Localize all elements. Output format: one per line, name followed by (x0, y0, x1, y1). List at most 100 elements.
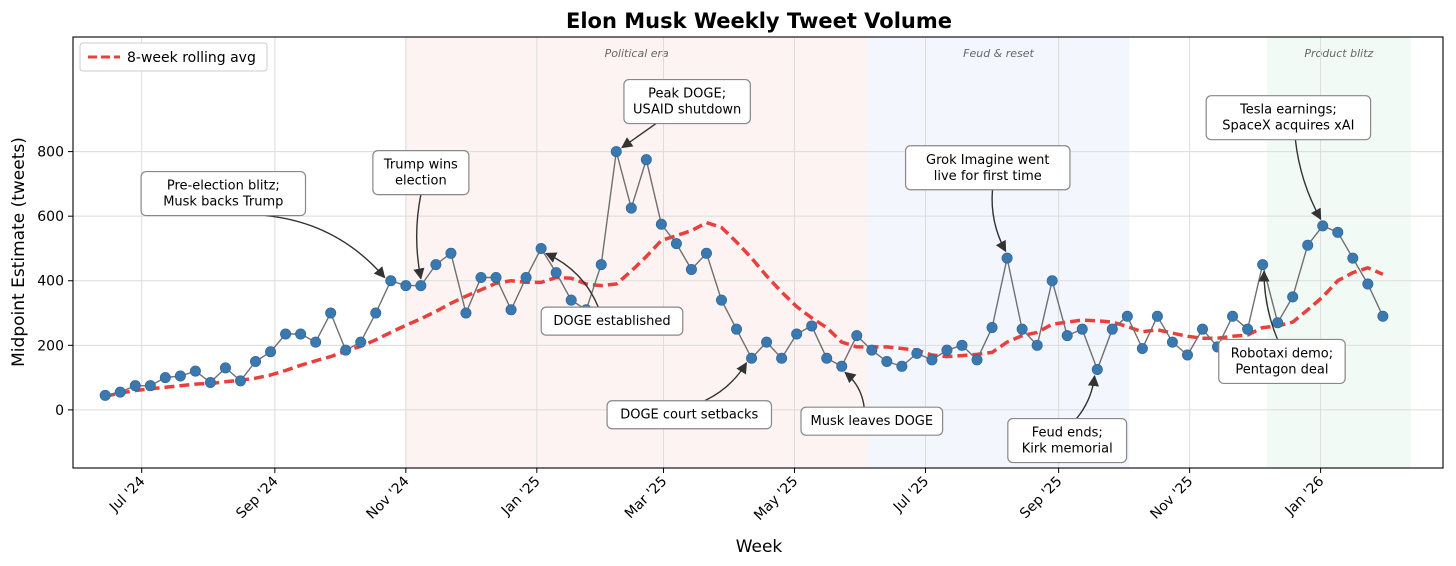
weekly-point (715, 294, 727, 306)
weekly-point (1001, 252, 1013, 264)
weekly-point (189, 365, 201, 377)
weekly-point (1362, 278, 1374, 290)
weekly-point (685, 263, 697, 275)
era-band-feud-reset (867, 37, 1130, 468)
annotation-arrow-doge-established (544, 252, 599, 308)
weekly-point (911, 347, 923, 359)
weekly-point (610, 146, 622, 158)
weekly-point (204, 376, 216, 388)
weekly-point (1347, 252, 1359, 264)
annotation-text-peak-doge: Peak DOGE; (648, 87, 726, 102)
annotation-text-tesla-earnings: SpaceX acquires xAI (1222, 119, 1354, 134)
y-tick-label: 200 (37, 338, 64, 354)
y-axis-label: Midpoint Estimate (tweets) (9, 137, 29, 367)
annotation-box-doge-established (540, 306, 684, 336)
weekly-point (761, 336, 773, 348)
weekly-point (791, 328, 803, 340)
legend-box (79, 42, 268, 72)
weekly-point (1046, 275, 1058, 287)
x-tick-label: May '25 (751, 474, 801, 524)
weekly-point (1076, 323, 1088, 335)
x-tick-label: Nov '25 (1147, 474, 1196, 523)
weekly-point (655, 218, 667, 230)
rolling-avg-line (104, 220, 1384, 399)
weekly-point (1227, 310, 1239, 322)
weekly-point (114, 386, 126, 398)
weekly-point (1106, 323, 1118, 335)
x-tick-label: Nov '24 (364, 473, 413, 522)
annotation-arrow-musk-leaves-doge (844, 371, 865, 408)
annotation-arrow-robotaxi-demo (1258, 270, 1279, 340)
annotation-text-trump-wins: Trump wins (383, 158, 458, 173)
weekly-point (1272, 317, 1284, 329)
annotation-text-grok-imagine-went: Grok Imagine went (926, 153, 1049, 168)
annotation-arrow-feud-ends (1075, 374, 1100, 420)
weekly-point (370, 307, 382, 319)
weekly-point (1016, 323, 1028, 335)
annotation-text-feud-ends: Feud ends; (1032, 426, 1103, 441)
annotation-box-doge-court-setbacks (606, 400, 773, 430)
rolling-avg-series (104, 220, 1384, 399)
weekly-point (1332, 226, 1344, 238)
weekly-point (550, 267, 562, 279)
weekly-point (1257, 259, 1269, 271)
weekly-point (1031, 339, 1043, 351)
x-tick-label: Sep '25 (1017, 474, 1065, 522)
weekly-point (1166, 336, 1178, 348)
weekly-point (1377, 310, 1389, 322)
annotation-text-feud-ends: Kirk memorial (1022, 442, 1113, 457)
weekly-series (99, 146, 1389, 401)
weekly-point (731, 323, 743, 335)
weekly-point (1136, 343, 1148, 355)
weekly-point (385, 275, 397, 287)
annotation-text-musk-leaves-doge: Musk leaves DOGE (811, 414, 934, 429)
weekly-point (625, 202, 637, 214)
annotation-arrow-peak-doge (621, 122, 657, 149)
annotations: Pre-election blitz;Musk backs Trump Trump… (140, 78, 1372, 464)
weekly-point (1196, 323, 1208, 335)
weekly-point (430, 259, 442, 271)
weekly-point (565, 294, 577, 306)
weekly-point (1242, 323, 1254, 335)
weekly-point (881, 355, 893, 367)
annotation-box-trump-wins (372, 149, 470, 196)
x-tick-label: Jan '26 (1282, 473, 1328, 519)
annotation-arrow-pre-election-blitz (265, 214, 386, 279)
weekly-point (971, 354, 983, 366)
weekly-point (99, 389, 111, 401)
weekly-point (325, 307, 337, 319)
weekly-point (1121, 310, 1133, 322)
legend: 8-week rolling avg (79, 42, 268, 72)
y-tick-label: 600 (37, 209, 64, 225)
x-axis-label: Week (736, 537, 783, 557)
weekly-point (219, 362, 231, 374)
x-tick-label: Jul '24 (106, 473, 148, 515)
weekly-point (595, 259, 607, 271)
era-label-product-blitz: Product blitz (1304, 47, 1373, 60)
annotation-text-trump-wins: election (395, 174, 447, 189)
weekly-point (310, 336, 322, 348)
weekly-point (941, 344, 953, 356)
annotation-box-robotaxi-demo (1218, 338, 1346, 385)
grid (73, 37, 1443, 468)
weekly-point (1302, 239, 1314, 251)
weekly-point (159, 372, 171, 384)
weekly-point (250, 355, 262, 367)
weekly-point (445, 247, 457, 259)
weekly-point (640, 154, 652, 166)
x-tick-label: Mar '25 (622, 474, 670, 522)
weekly-point (340, 344, 352, 356)
legend-label-rolling-avg: 8-week rolling avg (127, 50, 256, 66)
annotation-text-peak-doge: USAID shutdown (633, 103, 741, 118)
weekly-point (505, 304, 517, 316)
weekly-point (851, 330, 863, 342)
annotation-text-robotaxi-demo: Robotaxi demo; (1231, 346, 1333, 361)
weekly-point (776, 352, 788, 364)
weekly-point (866, 344, 878, 356)
era-label-feud-reset: Feud & reset (963, 47, 1034, 60)
annotation-box-pre-election-blitz (140, 170, 307, 217)
weekly-point (1317, 220, 1329, 232)
weekly-point (460, 307, 472, 319)
annotation-text-doge-court-setbacks: DOGE court setbacks (620, 408, 758, 423)
annotation-arrow-grok-imagine-went (991, 189, 1007, 253)
